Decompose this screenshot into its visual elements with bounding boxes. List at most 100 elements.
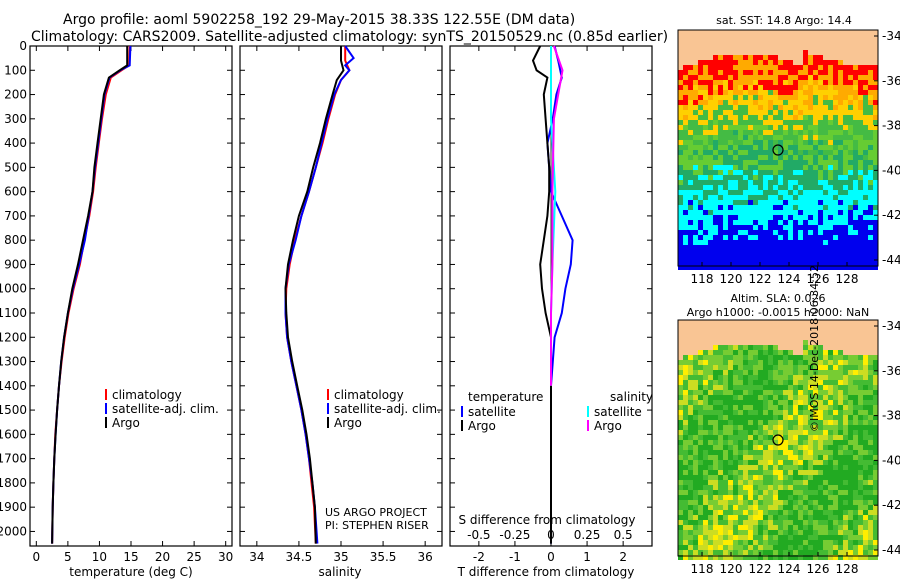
- map-cell: [833, 440, 838, 445]
- map-cell: [823, 510, 828, 515]
- map-cell: [798, 325, 803, 330]
- map-cell: [743, 530, 748, 535]
- map-cell: [773, 105, 778, 110]
- map-cell: [848, 125, 853, 130]
- map-cell: [718, 335, 723, 340]
- map-cell: [803, 320, 808, 325]
- map-cell: [818, 215, 823, 220]
- map-cell: [798, 240, 803, 245]
- map-cell: [778, 115, 783, 120]
- map-cell: [693, 405, 698, 410]
- map-cell: [868, 220, 873, 225]
- map-cell: [763, 260, 768, 265]
- map-cell: [818, 210, 823, 215]
- map-cell: [743, 115, 748, 120]
- map-cell: [778, 525, 783, 530]
- map-cell: [803, 180, 808, 185]
- map-cell: [858, 195, 863, 200]
- map-cell: [688, 515, 693, 520]
- map-cell: [718, 75, 723, 80]
- map-cell: [788, 530, 793, 535]
- map-cell: [723, 340, 728, 345]
- map-cell: [788, 465, 793, 470]
- map-cell: [788, 335, 793, 340]
- map-cell: [843, 555, 848, 560]
- map-cell: [688, 155, 693, 160]
- map-cell: [758, 450, 763, 455]
- map-cell: [773, 40, 778, 45]
- map-cell: [868, 115, 873, 120]
- map-cell: [848, 80, 853, 85]
- map-cell: [823, 170, 828, 175]
- map-cell: [738, 320, 743, 325]
- map-cell: [763, 220, 768, 225]
- map-cell: [688, 180, 693, 185]
- map-cell: [738, 100, 743, 105]
- map-cell: [873, 90, 878, 95]
- map-cell: [828, 115, 833, 120]
- map-cell: [828, 335, 833, 340]
- map-cell: [863, 475, 868, 480]
- map-cell: [778, 495, 783, 500]
- map-cell: [698, 410, 703, 415]
- map-cell: [723, 535, 728, 540]
- map-cell: [743, 30, 748, 35]
- map-cell: [723, 65, 728, 70]
- map-cell: [803, 460, 808, 465]
- map-cell: [758, 350, 763, 355]
- map-cell: [718, 400, 723, 405]
- map-cell: [728, 110, 733, 115]
- map-cell: [688, 195, 693, 200]
- map-cell: [768, 150, 773, 155]
- map-cell: [808, 185, 813, 190]
- map-cell: [853, 80, 858, 85]
- map-cell: [863, 160, 868, 165]
- map-cell: [868, 215, 873, 220]
- map-cell: [813, 200, 818, 205]
- map-cell: [768, 455, 773, 460]
- map-cell: [698, 470, 703, 475]
- map-cell: [678, 30, 683, 35]
- map-cell: [683, 350, 688, 355]
- map-cell: [853, 350, 858, 355]
- map-cell: [723, 175, 728, 180]
- map-cell: [843, 210, 848, 215]
- map-cell: [698, 520, 703, 525]
- map-cell: [848, 215, 853, 220]
- map-cell: [848, 230, 853, 235]
- map-cell: [738, 375, 743, 380]
- map-cell: [718, 365, 723, 370]
- map-cell: [813, 550, 818, 555]
- map-cell: [688, 545, 693, 550]
- map-cell: [693, 320, 698, 325]
- map-cell: [683, 410, 688, 415]
- map-cell: [853, 40, 858, 45]
- map-cell: [683, 175, 688, 180]
- map-cell: [733, 170, 738, 175]
- map-cell: [853, 550, 858, 555]
- map-cell: [748, 430, 753, 435]
- x-tick-label: 35.5: [370, 550, 397, 564]
- map-cell: [728, 250, 733, 255]
- map-cell: [858, 440, 863, 445]
- map-cell: [778, 225, 783, 230]
- map-cell: [818, 100, 823, 105]
- map-cell: [708, 40, 713, 45]
- map-cell: [733, 235, 738, 240]
- map-cell: [803, 455, 808, 460]
- map-cell: [678, 190, 683, 195]
- map-cell: [813, 495, 818, 500]
- map-cell: [858, 470, 863, 475]
- map-cell: [798, 480, 803, 485]
- map-cell: [678, 185, 683, 190]
- map-cell: [868, 345, 873, 350]
- map-cell: [698, 250, 703, 255]
- map-cell: [778, 405, 783, 410]
- map-cell: [853, 415, 858, 420]
- map-cell: [833, 50, 838, 55]
- map-cell: [703, 245, 708, 250]
- map-cell: [763, 440, 768, 445]
- map-cell: [803, 115, 808, 120]
- map-cell: [713, 490, 718, 495]
- map-cell: [803, 515, 808, 520]
